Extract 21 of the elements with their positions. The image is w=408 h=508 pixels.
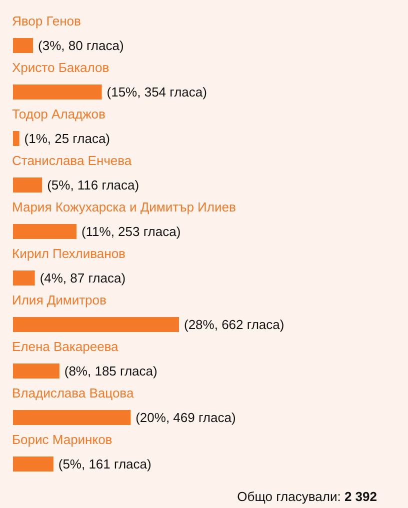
- data-label: (15%, 354 гласа): [106, 84, 207, 100]
- data-label: (5%, 161 гласа): [58, 456, 152, 472]
- y-tick-label: Кирил Пехливанов: [12, 246, 126, 261]
- data-label: (3%, 80 гласа): [38, 38, 124, 53]
- y-tick-label: Явор Генов: [12, 14, 82, 28]
- y-tick-label: Мария Кожухарска и Димитър Илиев: [12, 200, 236, 214]
- data-label: (8%, 185 гласа): [64, 364, 158, 378]
- data-label: (1%, 25 гласа): [24, 131, 110, 146]
- data-label: (11%, 253 гласа): [81, 224, 181, 239]
- data-label: (20%, 469 гласа): [136, 410, 236, 425]
- y-tick-label: Илия Димитров: [12, 292, 107, 308]
- y-tick-label: Елена Вакареева: [12, 339, 120, 354]
- y-tick-label: Борис Маринков: [12, 432, 112, 447]
- y-tick-label: Владислава Вацова: [12, 386, 134, 400]
- y-tick-label: Тодор Аладжов: [12, 106, 106, 122]
- data-label: (5%, 116 гласа): [47, 178, 140, 192]
- y-tick-label: Христо Бакалов: [12, 60, 110, 75]
- y-tick-label: Станислава Енчева: [12, 153, 132, 168]
- data-label: (28%, 662 гласа): [184, 317, 284, 332]
- text: Общо гласували: 2 392: [237, 489, 377, 504]
- data-label: (4%, 87 гласа): [40, 270, 126, 286]
